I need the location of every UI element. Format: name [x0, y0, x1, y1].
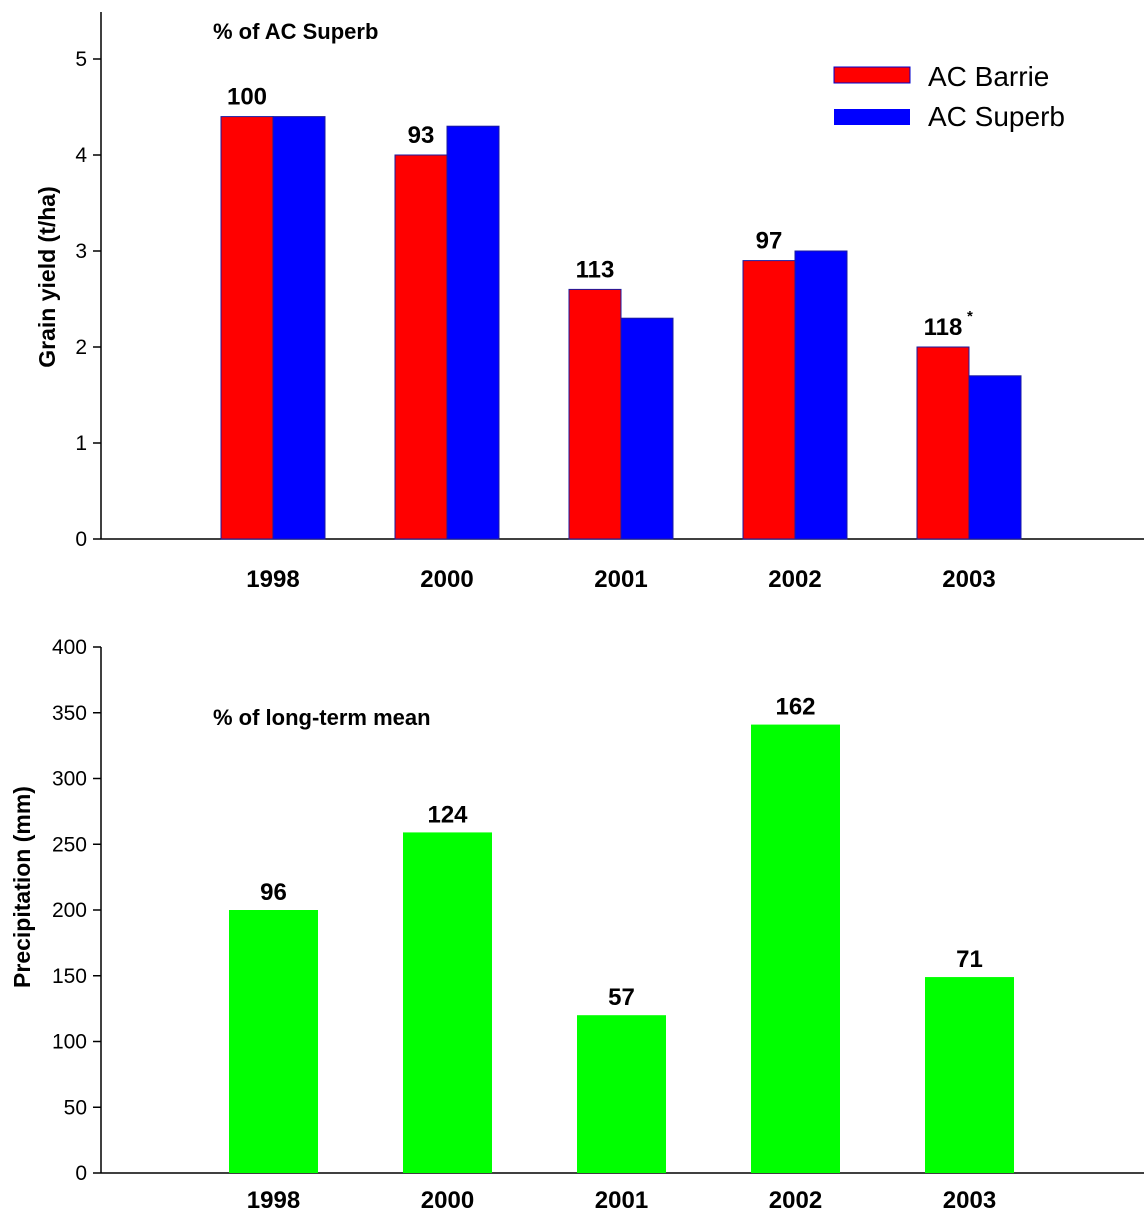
grain-yield-chart: Grain yield (t/ha) % of AC Superb AC Bar…	[34, 12, 1144, 593]
bar-precipitation-2003	[925, 977, 1014, 1173]
bottom-data-label: 162	[775, 694, 815, 721]
top-y-tick-label: 2	[75, 336, 87, 359]
top-x-tick-label: 1998	[246, 566, 299, 593]
top-legend: AC Barrie AC Superb	[833, 61, 1065, 132]
bottom-y-tick-label: 400	[52, 636, 87, 659]
bottom-y-tick-label: 50	[64, 1096, 87, 1119]
top-y-tick-label: 4	[75, 144, 87, 167]
bottom-data-label: 57	[608, 984, 635, 1011]
bottom-data-label: 96	[260, 879, 287, 906]
top-x-tick-label: 2002	[768, 566, 821, 593]
bottom-x-tick-label: 1998	[247, 1187, 300, 1214]
top-y-axis-title: Grain yield (t/ha)	[34, 186, 60, 367]
top-x-tick-label: 2000	[420, 566, 473, 593]
top-data-label: 100	[227, 84, 267, 111]
top-x-tick-label: 2001	[594, 566, 647, 593]
bottom-y-tick-label: 250	[52, 833, 87, 856]
top-x-tick-label: 2003	[942, 566, 995, 593]
top-data-label: 93	[408, 122, 435, 149]
bar-ac-superb-1998	[272, 116, 326, 540]
legend-label-ac-superb: AC Superb	[928, 101, 1065, 132]
top-y-tick-label: 5	[75, 48, 87, 71]
top-data-label: 118	[924, 314, 963, 341]
bottom-data-label: 124	[427, 801, 468, 828]
bar-ac-superb-2003	[968, 375, 1022, 540]
bar-ac-barrie-2000	[394, 154, 448, 540]
legend-swatch-ac-barrie	[833, 66, 911, 84]
bar-ac-barrie-2001	[568, 288, 622, 540]
bar-precipitation-2000	[403, 832, 492, 1173]
top-y-tick-label: 1	[75, 432, 87, 455]
bottom-data-label: 71	[956, 946, 983, 973]
top-data-label: 113	[576, 256, 615, 283]
bottom-y-tick-label: 0	[75, 1162, 87, 1185]
bar-ac-superb-2002	[794, 250, 848, 540]
bar-ac-barrie-2003	[916, 346, 970, 540]
bottom-x-tick-label: 2001	[595, 1187, 648, 1214]
bottom-annotation: % of long-term mean	[213, 705, 431, 730]
legend-swatch-ac-superb	[834, 109, 910, 125]
bar-precipitation-2001	[577, 1015, 666, 1173]
bottom-x-tick-label: 2003	[943, 1187, 996, 1214]
bar-ac-barrie-2002	[742, 260, 796, 540]
top-y-tick-label: 0	[75, 528, 87, 551]
bottom-y-tick-label: 200	[52, 899, 87, 922]
legend-label-ac-barrie: AC Barrie	[928, 61, 1049, 92]
bar-ac-superb-2001	[620, 317, 674, 540]
bottom-y-tick-label: 300	[52, 768, 87, 791]
bottom-x-tick-label: 2000	[421, 1187, 474, 1214]
bottom-y-tick-label: 350	[52, 702, 87, 725]
bottom-x-tick-label: 2002	[769, 1187, 822, 1214]
bottom-y-tick-label: 150	[52, 965, 87, 988]
precipitation-chart: Precipitation (mm) % of long-term mean 0…	[9, 636, 1144, 1214]
top-data-label: 97	[756, 228, 783, 255]
bar-precipitation-2002	[751, 724, 840, 1173]
top-annotation: % of AC Superb	[213, 19, 378, 44]
bar-ac-barrie-1998	[220, 116, 274, 540]
bottom-y-axis-title: Precipitation (mm)	[9, 786, 35, 988]
bar-ac-superb-2000	[446, 125, 500, 540]
top-y-tick-label: 3	[75, 240, 87, 263]
bar-precipitation-1998	[229, 910, 318, 1173]
bottom-y-tick-label: 100	[52, 1031, 87, 1054]
top-data-label-mark: *	[967, 308, 973, 325]
